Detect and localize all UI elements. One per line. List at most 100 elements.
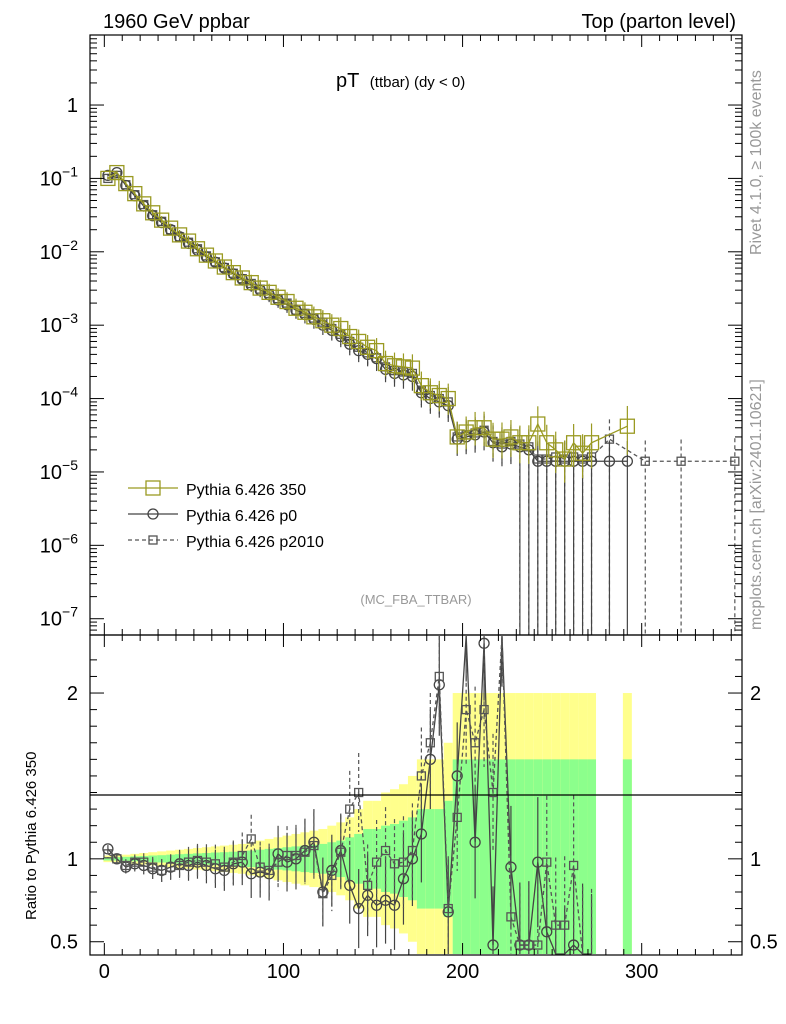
- series-p2010-line: [107, 174, 735, 462]
- ratio-y-tick-label-right: 1: [750, 849, 761, 871]
- y-tick-label: 10−4: [40, 384, 78, 411]
- data-point: [494, 431, 510, 447]
- data-point: [171, 227, 188, 243]
- ratio-y-tick-label-left: 0.5: [50, 932, 78, 954]
- legend-label: Pythia 6.426 p0: [186, 508, 297, 525]
- series-350-line: [107, 171, 628, 461]
- data-point: [291, 850, 301, 861]
- y-tick-label: 10−6: [40, 530, 78, 557]
- data-point: [395, 359, 412, 375]
- data-point: [487, 939, 499, 951]
- data-point: [377, 355, 394, 372]
- data-point: [640, 456, 650, 466]
- main-panel-series: [100, 164, 740, 635]
- data-point: [264, 865, 274, 876]
- data-point: [362, 880, 373, 891]
- data-point: [557, 451, 573, 467]
- data-point: [380, 845, 391, 856]
- data-point: [297, 304, 313, 320]
- data-point: [201, 857, 212, 867]
- data-point: [109, 164, 125, 181]
- data-point: [112, 854, 122, 864]
- data-point: [351, 333, 367, 350]
- data-point: [521, 435, 537, 451]
- band-green-bar: [622, 759, 632, 954]
- data-point: [183, 857, 194, 867]
- data-point: [565, 435, 582, 451]
- band-green-bar: [354, 833, 364, 884]
- x-tick-labels: 0 100 200 300: [99, 961, 659, 983]
- data-point: [560, 920, 570, 930]
- band-green-bar: [434, 809, 444, 909]
- data-point: [318, 889, 328, 899]
- data-point: [344, 879, 356, 892]
- data-point: [485, 431, 501, 447]
- data-point: [225, 264, 241, 281]
- x-tick-label: 100: [267, 961, 300, 983]
- data-point: [440, 390, 456, 407]
- data-point: [180, 233, 197, 249]
- data-point: [389, 859, 400, 869]
- data-point: [165, 862, 176, 872]
- data-point: [261, 284, 277, 301]
- legend: Pythia 6.426 350 Pythia 6.426 p0 Pythia …: [128, 480, 324, 551]
- data-point: [359, 339, 376, 355]
- data-point: [156, 865, 167, 876]
- data-point: [478, 637, 490, 649]
- y-tick-label: 10−1: [40, 163, 78, 190]
- data-point: [342, 328, 358, 345]
- data-point: [449, 429, 465, 445]
- data-point: [252, 280, 268, 296]
- data-point: [210, 859, 221, 869]
- data-point: [407, 845, 418, 856]
- data-point: [551, 920, 561, 930]
- band-green-bar: [103, 857, 113, 861]
- data-point: [111, 166, 123, 179]
- data-point: [288, 300, 304, 316]
- data-point: [386, 358, 403, 374]
- band-green-bar: [569, 759, 579, 954]
- data-point: [136, 196, 152, 212]
- data-point: [398, 857, 409, 867]
- legend-entry-350: Pythia 6.426 350: [128, 480, 306, 499]
- legend-entry-p2010: Pythia 6.426 p2010: [128, 534, 324, 551]
- data-point: [458, 424, 474, 440]
- data-point: [470, 738, 480, 748]
- data-point: [245, 868, 257, 880]
- data-point: [353, 902, 365, 915]
- ratio-panel-series: [102, 635, 593, 955]
- x-tick-label: 200: [446, 961, 479, 983]
- data-point: [228, 857, 238, 867]
- data-point: [530, 416, 546, 432]
- ratio-y-tick-label-right: 2: [750, 683, 761, 705]
- data-point: [548, 442, 564, 458]
- data-point: [415, 828, 428, 840]
- data-point: [479, 704, 489, 715]
- band-green-bar: [390, 824, 399, 894]
- data-point: [368, 342, 385, 359]
- data-point: [583, 435, 600, 451]
- data-point: [467, 420, 483, 436]
- data-point: [524, 940, 534, 950]
- data-point: [309, 840, 319, 851]
- ratio-y-tick-label-right: 0.5: [750, 932, 778, 954]
- data-point: [130, 857, 140, 867]
- data-point: [425, 738, 435, 748]
- band-green-bar: [524, 759, 534, 954]
- legend-label: Pythia 6.426 350: [186, 482, 306, 499]
- data-point: [118, 175, 134, 192]
- x-tick-label: 300: [625, 961, 658, 983]
- band-green-bar: [542, 759, 552, 954]
- ratio-y-tick-label-left: 1: [67, 849, 78, 871]
- ratio-series-p2010: [103, 635, 593, 955]
- mcplots-label: mcplots.cern.ch [arXiv:2401.10621]: [748, 379, 765, 630]
- data-point: [422, 385, 438, 401]
- band-green-bar: [578, 759, 588, 954]
- data-point: [388, 899, 401, 911]
- data-point: [324, 317, 340, 333]
- data-point: [512, 435, 528, 451]
- ratio-frame: [89, 634, 743, 956]
- plot-title-sub: (ttbar) (dy < 0): [370, 74, 465, 91]
- data-point: [621, 455, 634, 467]
